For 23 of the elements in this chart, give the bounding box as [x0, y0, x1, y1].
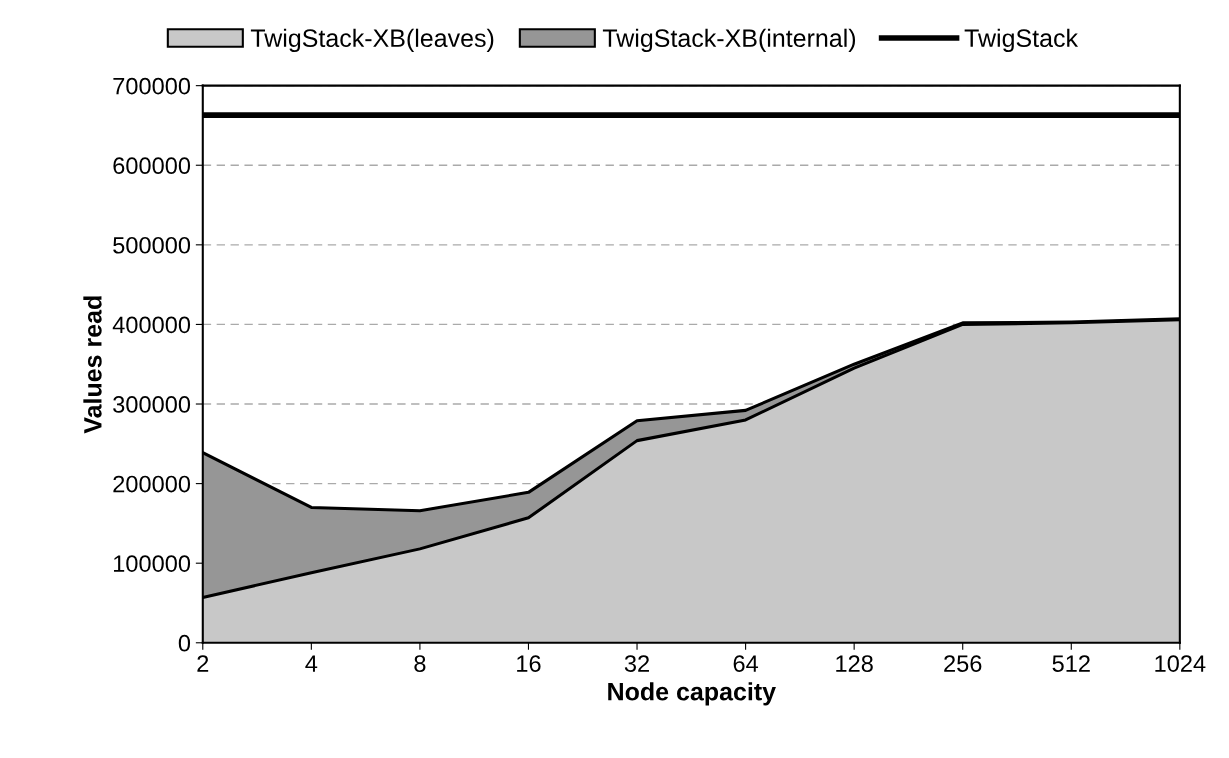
x-tick-label: 16	[517, 655, 541, 672]
x-tick-label: 64	[733, 655, 759, 672]
y-tick-label: 400000	[112, 316, 191, 334]
x-tick-label: 2	[197, 655, 209, 672]
y-tick-label: 300000	[113, 396, 191, 413]
x-tick-label: 8	[414, 655, 426, 672]
y-tick-label: 700000	[113, 77, 191, 95]
y-tick-label: 200000	[113, 475, 191, 493]
x-tick-label: 4	[305, 655, 318, 672]
y-tick-label: 100000	[114, 555, 191, 572]
y-axis-title: Values read	[83, 296, 102, 434]
x-tick-label: 512	[1052, 655, 1090, 672]
legend-label: TwigStack	[964, 28, 1079, 53]
y-tick-label: 600000	[113, 157, 191, 175]
legend-label: TwigStack-XB(leaves)	[250, 28, 494, 53]
x-tick-label: 128	[836, 655, 873, 672]
y-tick-label: 0	[178, 634, 191, 652]
x-axis-title: Node capacity	[608, 682, 776, 706]
legend-label: TwigStack-XB(internal)	[602, 28, 856, 53]
y-tick-label: 500000	[113, 236, 191, 254]
x-tick-label: 1024	[1155, 655, 1206, 672]
x-tick-label: 32	[624, 655, 649, 672]
x-tick-label: 256	[944, 655, 982, 672]
